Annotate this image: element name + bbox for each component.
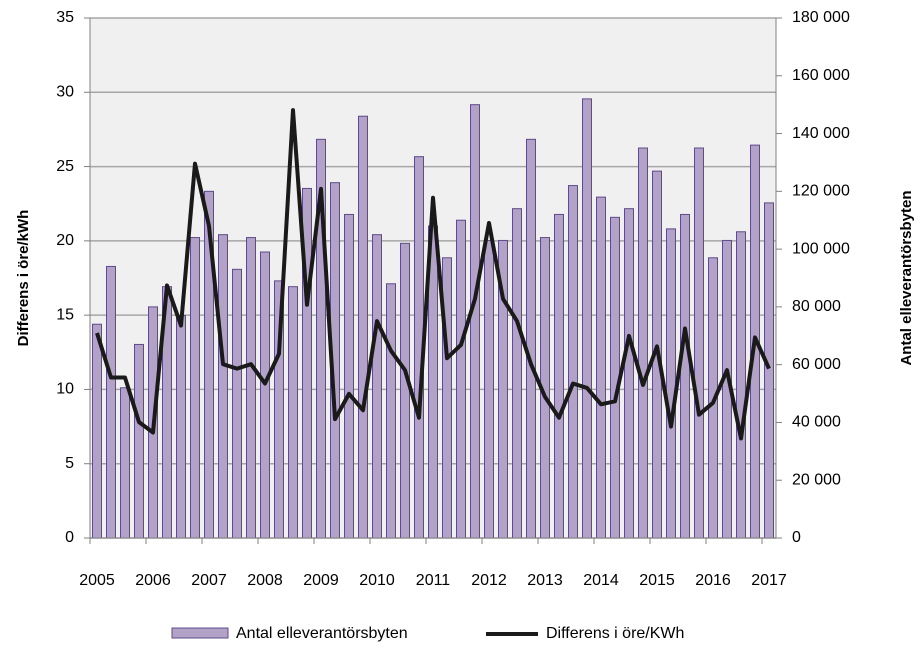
- x-tick-label: 2007: [191, 572, 227, 589]
- y2-tick-label: 100 000: [792, 240, 850, 257]
- y2-tick-label: 140 000: [792, 125, 850, 142]
- y2-tick-label: 20 000: [792, 471, 841, 488]
- y-tick-label: 10: [56, 381, 74, 398]
- y2-tick-label: 160 000: [792, 67, 850, 84]
- bar: [92, 323, 102, 539]
- y-tick-label: 20: [56, 232, 74, 249]
- legend-label: Differens i öre/KWh: [546, 625, 684, 642]
- bar: [694, 147, 704, 539]
- bar: [372, 234, 382, 539]
- y-tick-label: 5: [65, 455, 74, 472]
- y-tick-label: 0: [65, 529, 74, 546]
- bar: [582, 98, 592, 539]
- x-tick-label: 2013: [527, 572, 563, 589]
- bar: [344, 213, 354, 539]
- x-tick-label: 2006: [135, 572, 171, 589]
- x-tick-label: 2014: [583, 572, 619, 589]
- bar: [484, 239, 494, 539]
- x-tick-label: 2010: [359, 572, 395, 589]
- x-tick-label: 2008: [247, 572, 283, 589]
- x-tick-label: 2005: [79, 572, 115, 589]
- y2-tick-label: 60 000: [792, 356, 841, 373]
- x-tick-label: 2016: [695, 572, 731, 589]
- y2-tick-label: 0: [792, 529, 801, 546]
- y2-tick-label: 120 000: [792, 183, 850, 200]
- bar: [736, 231, 746, 539]
- bar: [526, 138, 536, 539]
- x-tick-label: 2017: [751, 572, 787, 589]
- bar: [666, 228, 676, 539]
- bar: [470, 104, 480, 539]
- x-tick-label: 2012: [471, 572, 507, 589]
- bar: [680, 213, 690, 539]
- y2-tick-label: 180 000: [792, 9, 850, 26]
- line: [95, 108, 771, 441]
- bar: [246, 237, 256, 539]
- bar: [260, 251, 270, 539]
- bar: [218, 234, 228, 539]
- bar: [400, 242, 410, 539]
- bar: [456, 219, 466, 539]
- y-axis-label: Differens i öre/kWh: [15, 210, 32, 347]
- bar: [232, 268, 242, 539]
- y-tick-label: 25: [56, 158, 74, 175]
- bar: [120, 387, 130, 539]
- bar: [134, 343, 144, 539]
- x-tick-label: 2011: [416, 572, 451, 589]
- bar: [596, 196, 606, 539]
- bar: [554, 213, 564, 539]
- y2-tick-label: 80 000: [792, 298, 841, 315]
- x-tick-label: 2009: [303, 572, 339, 589]
- y-tick-label: 30: [56, 84, 74, 101]
- bar: [358, 115, 368, 539]
- bar: [386, 283, 396, 539]
- y-tick-label: 35: [56, 9, 74, 26]
- legend-swatch: [171, 627, 229, 639]
- bar: [288, 286, 298, 539]
- y2-tick-label: 40 000: [792, 414, 841, 431]
- y-tick-label: 15: [56, 306, 74, 323]
- bar: [176, 315, 186, 539]
- legend-label: Antal elleverantörsbyten: [236, 625, 408, 642]
- y2-axis-label: Antal elleverantörsbyten: [898, 190, 915, 365]
- bar: [638, 147, 648, 539]
- bar: [624, 208, 634, 539]
- x-tick-label: 2015: [639, 572, 675, 589]
- bar: [106, 265, 116, 539]
- bar: [512, 208, 522, 539]
- bar: [190, 237, 200, 539]
- bar: [764, 202, 774, 539]
- bar: [568, 185, 578, 539]
